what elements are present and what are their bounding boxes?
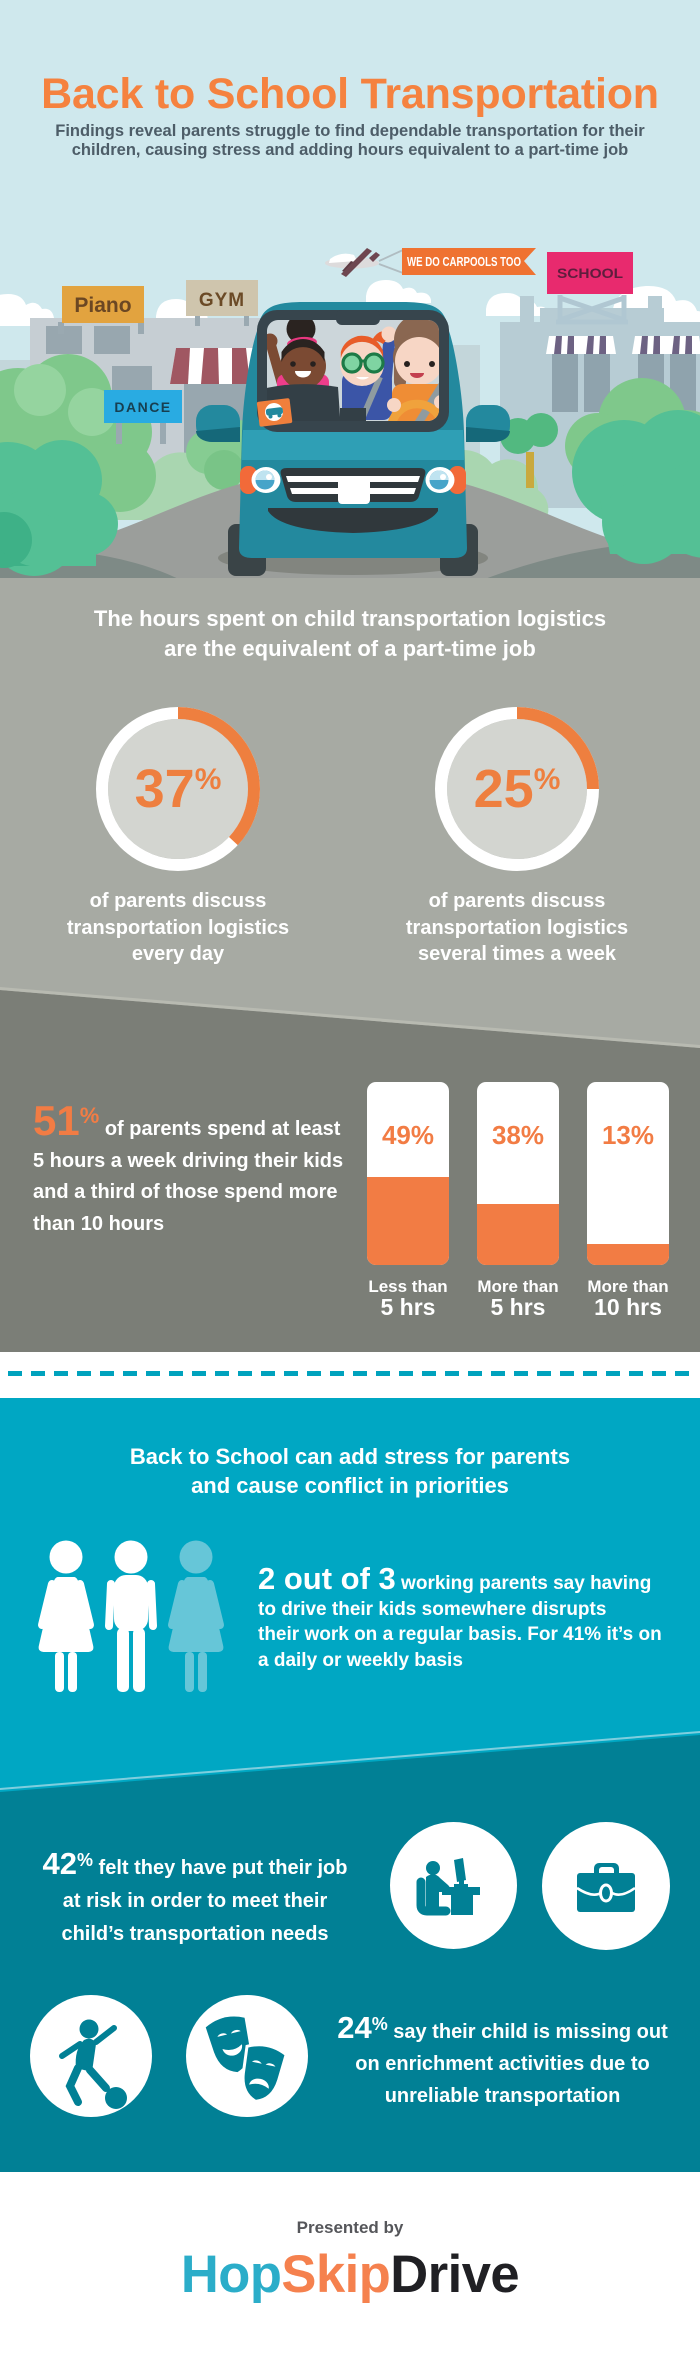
svg-text:DANCE: DANCE	[114, 399, 171, 415]
svg-text:SCHOOL: SCHOOL	[557, 265, 623, 281]
svg-text:GYM: GYM	[199, 290, 245, 311]
svg-text:WE DO CARPOOLS TOO: WE DO CARPOOLS TOO	[407, 255, 521, 269]
svg-text:Piano: Piano	[74, 294, 131, 317]
